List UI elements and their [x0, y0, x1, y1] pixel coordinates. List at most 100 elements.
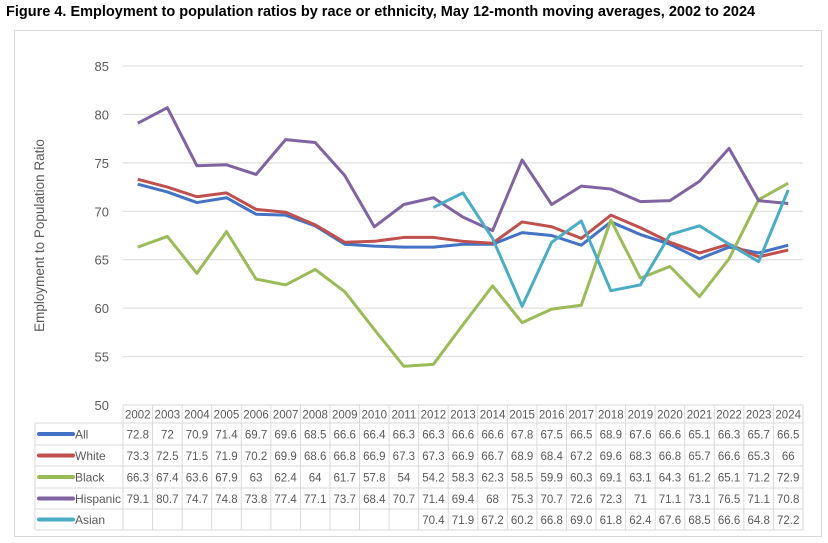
x-tick-label: 2016 — [539, 410, 565, 422]
chart-border — [14, 30, 822, 537]
data-label: 65.7 — [688, 451, 710, 463]
data-label: 66.6 — [334, 430, 356, 442]
data-label: 66.3 — [393, 430, 415, 442]
x-tick-label: 2018 — [598, 410, 624, 422]
data-label: 69.0 — [570, 515, 592, 527]
data-label: 66.9 — [363, 451, 385, 463]
x-tick-label: 2024 — [775, 410, 801, 422]
data-label: 68.5 — [304, 430, 326, 442]
data-label: 68.4 — [363, 494, 386, 506]
data-label: 71.9 — [215, 451, 237, 463]
y-axis-label: Employment to Population Ratio — [32, 139, 47, 332]
data-label: 66.6 — [481, 430, 503, 442]
series-line-asian — [432, 189, 790, 308]
data-label: 62.4 — [274, 473, 297, 485]
data-label: 76.5 — [718, 494, 740, 506]
series-line-hispanic — [137, 106, 789, 233]
y-tick-label: 85 — [95, 59, 109, 74]
data-label: 72.3 — [600, 494, 622, 506]
data-label: 64.3 — [659, 473, 681, 485]
x-tick-label: 2015 — [509, 410, 535, 422]
data-label: 59.9 — [541, 473, 563, 485]
data-label: 54 — [397, 473, 410, 485]
y-tick-label: 60 — [95, 301, 109, 316]
data-label: 77.1 — [304, 494, 326, 506]
data-label: 71.4 — [215, 430, 238, 442]
x-tick-label: 2004 — [184, 410, 210, 422]
data-label: 67.4 — [156, 473, 179, 485]
data-label: 80.7 — [156, 494, 178, 506]
data-label: 71.1 — [659, 494, 681, 506]
data-label: 67.9 — [215, 473, 237, 485]
x-tick-label: 2012 — [421, 410, 447, 422]
legend-label: White — [75, 449, 106, 463]
y-tick-label: 55 — [95, 350, 109, 365]
data-label: 67.2 — [570, 451, 592, 463]
data-label: 68.6 — [304, 451, 326, 463]
data-label: 62.3 — [481, 473, 503, 485]
series-line-white — [137, 177, 789, 259]
data-label: 64 — [309, 473, 322, 485]
data-label: 63.1 — [629, 473, 651, 485]
data-label: 66.5 — [570, 430, 592, 442]
data-label: 73.8 — [245, 494, 267, 506]
data-label: 68.5 — [688, 515, 710, 527]
data-label: 65.1 — [688, 430, 710, 442]
legend-label: Black — [75, 471, 105, 485]
data-label: 72 — [161, 430, 174, 442]
data-label: 66.3 — [422, 430, 444, 442]
data-label: 72.8 — [127, 430, 149, 442]
x-tick-label: 2009 — [332, 410, 358, 422]
data-label: 67.6 — [659, 515, 681, 527]
series-line-all — [137, 182, 789, 261]
data-label: 66.8 — [334, 451, 356, 463]
data-label: 63 — [250, 473, 263, 485]
x-tick-label: 2010 — [362, 410, 388, 422]
data-label: 61.8 — [600, 515, 622, 527]
data-label: 57.8 — [363, 473, 385, 485]
series-line-black — [137, 181, 789, 368]
data-label: 65.1 — [718, 473, 740, 485]
y-tick-label: 50 — [95, 398, 109, 413]
x-tick-label: 2017 — [568, 410, 594, 422]
legend-label: Asian — [75, 513, 105, 527]
data-label: 68.4 — [541, 451, 564, 463]
data-label: 66.5 — [777, 430, 799, 442]
data-label: 63.6 — [186, 473, 208, 485]
data-label: 71.9 — [452, 515, 474, 527]
data-label: 69.6 — [274, 430, 296, 442]
data-label: 67.6 — [629, 430, 651, 442]
data-label: 66.8 — [541, 515, 563, 527]
x-tick-label: 2013 — [450, 410, 476, 422]
data-label: 66.9 — [452, 451, 474, 463]
data-label: 69.1 — [600, 473, 622, 485]
data-label: 69.7 — [245, 430, 267, 442]
data-label: 69.4 — [452, 494, 475, 506]
data-label: 62.4 — [629, 515, 652, 527]
data-label: 67.5 — [541, 430, 563, 442]
legend-label: Hispanic — [75, 492, 121, 506]
data-label: 60.3 — [570, 473, 592, 485]
x-tick-label: 2006 — [243, 410, 269, 422]
data-label: 73.7 — [334, 494, 356, 506]
x-tick-label: 2023 — [746, 410, 772, 422]
data-label: 71.1 — [747, 494, 769, 506]
data-label: 66.6 — [718, 515, 740, 527]
data-label: 65.3 — [747, 451, 769, 463]
data-label: 67.3 — [393, 451, 415, 463]
data-label: 54.2 — [422, 473, 444, 485]
data-label: 64.8 — [747, 515, 769, 527]
x-tick-label: 2020 — [657, 410, 683, 422]
x-tick-label: 2022 — [716, 410, 742, 422]
data-label: 67.8 — [511, 430, 533, 442]
data-label: 70.9 — [186, 430, 208, 442]
data-label: 69.6 — [600, 451, 622, 463]
data-label: 68.9 — [600, 430, 622, 442]
data-label: 77.4 — [274, 494, 297, 506]
data-label: 61.2 — [688, 473, 710, 485]
data-label: 73.3 — [127, 451, 149, 463]
data-label: 66.3 — [718, 430, 740, 442]
data-label: 71 — [634, 494, 647, 506]
data-label: 66.6 — [659, 430, 681, 442]
